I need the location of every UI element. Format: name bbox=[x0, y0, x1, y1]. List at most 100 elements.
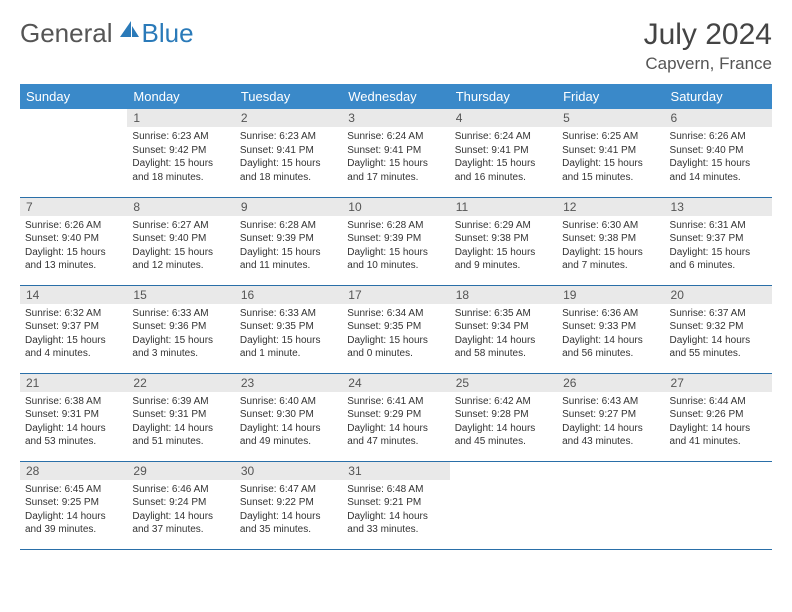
day-number: 13 bbox=[665, 198, 772, 216]
day-number: 2 bbox=[235, 109, 342, 127]
weekday-header: Thursday bbox=[450, 84, 557, 109]
day-number: 27 bbox=[665, 374, 772, 392]
logo: General Blue bbox=[20, 18, 194, 49]
day-content: Sunrise: 6:42 AMSunset: 9:28 PMDaylight:… bbox=[450, 392, 557, 453]
day-content: Sunrise: 6:47 AMSunset: 9:22 PMDaylight:… bbox=[235, 480, 342, 541]
calendar-cell: 12Sunrise: 6:30 AMSunset: 9:38 PMDayligh… bbox=[557, 197, 664, 285]
day-number: 28 bbox=[20, 462, 127, 480]
calendar-cell: 29Sunrise: 6:46 AMSunset: 9:24 PMDayligh… bbox=[127, 461, 234, 549]
calendar-cell-empty bbox=[450, 461, 557, 549]
calendar-cell: 1Sunrise: 6:23 AMSunset: 9:42 PMDaylight… bbox=[127, 109, 234, 197]
day-content: Sunrise: 6:46 AMSunset: 9:24 PMDaylight:… bbox=[127, 480, 234, 541]
day-content: Sunrise: 6:26 AMSunset: 9:40 PMDaylight:… bbox=[20, 216, 127, 277]
day-content: Sunrise: 6:34 AMSunset: 9:35 PMDaylight:… bbox=[342, 304, 449, 365]
calendar-cell: 28Sunrise: 6:45 AMSunset: 9:25 PMDayligh… bbox=[20, 461, 127, 549]
weekday-header: Friday bbox=[557, 84, 664, 109]
day-content: Sunrise: 6:28 AMSunset: 9:39 PMDaylight:… bbox=[235, 216, 342, 277]
calendar-cell: 27Sunrise: 6:44 AMSunset: 9:26 PMDayligh… bbox=[665, 373, 772, 461]
day-content: Sunrise: 6:37 AMSunset: 9:32 PMDaylight:… bbox=[665, 304, 772, 365]
calendar-cell: 6Sunrise: 6:26 AMSunset: 9:40 PMDaylight… bbox=[665, 109, 772, 197]
calendar-row: 21Sunrise: 6:38 AMSunset: 9:31 PMDayligh… bbox=[20, 373, 772, 461]
day-number: 31 bbox=[342, 462, 449, 480]
calendar-cell: 13Sunrise: 6:31 AMSunset: 9:37 PMDayligh… bbox=[665, 197, 772, 285]
calendar-cell: 23Sunrise: 6:40 AMSunset: 9:30 PMDayligh… bbox=[235, 373, 342, 461]
day-number: 14 bbox=[20, 286, 127, 304]
calendar-cell: 4Sunrise: 6:24 AMSunset: 9:41 PMDaylight… bbox=[450, 109, 557, 197]
day-content: Sunrise: 6:39 AMSunset: 9:31 PMDaylight:… bbox=[127, 392, 234, 453]
day-number: 17 bbox=[342, 286, 449, 304]
weekday-header-row: SundayMondayTuesdayWednesdayThursdayFrid… bbox=[20, 84, 772, 109]
calendar-cell: 17Sunrise: 6:34 AMSunset: 9:35 PMDayligh… bbox=[342, 285, 449, 373]
day-content: Sunrise: 6:28 AMSunset: 9:39 PMDaylight:… bbox=[342, 216, 449, 277]
calendar-body: 1Sunrise: 6:23 AMSunset: 9:42 PMDaylight… bbox=[20, 109, 772, 549]
day-number: 8 bbox=[127, 198, 234, 216]
calendar-row: 28Sunrise: 6:45 AMSunset: 9:25 PMDayligh… bbox=[20, 461, 772, 549]
calendar-row: 1Sunrise: 6:23 AMSunset: 9:42 PMDaylight… bbox=[20, 109, 772, 197]
logo-text-blue: Blue bbox=[142, 18, 194, 49]
day-content: Sunrise: 6:24 AMSunset: 9:41 PMDaylight:… bbox=[450, 127, 557, 188]
day-content: Sunrise: 6:31 AMSunset: 9:37 PMDaylight:… bbox=[665, 216, 772, 277]
day-number: 7 bbox=[20, 198, 127, 216]
day-number: 29 bbox=[127, 462, 234, 480]
calendar-cell: 24Sunrise: 6:41 AMSunset: 9:29 PMDayligh… bbox=[342, 373, 449, 461]
calendar-cell: 22Sunrise: 6:39 AMSunset: 9:31 PMDayligh… bbox=[127, 373, 234, 461]
calendar-cell: 21Sunrise: 6:38 AMSunset: 9:31 PMDayligh… bbox=[20, 373, 127, 461]
day-number: 9 bbox=[235, 198, 342, 216]
day-number: 6 bbox=[665, 109, 772, 127]
day-content: Sunrise: 6:43 AMSunset: 9:27 PMDaylight:… bbox=[557, 392, 664, 453]
day-content: Sunrise: 6:26 AMSunset: 9:40 PMDaylight:… bbox=[665, 127, 772, 188]
day-content: Sunrise: 6:33 AMSunset: 9:36 PMDaylight:… bbox=[127, 304, 234, 365]
calendar-row: 7Sunrise: 6:26 AMSunset: 9:40 PMDaylight… bbox=[20, 197, 772, 285]
calendar-cell: 7Sunrise: 6:26 AMSunset: 9:40 PMDaylight… bbox=[20, 197, 127, 285]
location-label: Capvern, France bbox=[644, 54, 772, 74]
day-content: Sunrise: 6:44 AMSunset: 9:26 PMDaylight:… bbox=[665, 392, 772, 453]
calendar-cell: 18Sunrise: 6:35 AMSunset: 9:34 PMDayligh… bbox=[450, 285, 557, 373]
day-content: Sunrise: 6:41 AMSunset: 9:29 PMDaylight:… bbox=[342, 392, 449, 453]
day-number: 23 bbox=[235, 374, 342, 392]
calendar-cell: 11Sunrise: 6:29 AMSunset: 9:38 PMDayligh… bbox=[450, 197, 557, 285]
weekday-header: Sunday bbox=[20, 84, 127, 109]
calendar-cell: 19Sunrise: 6:36 AMSunset: 9:33 PMDayligh… bbox=[557, 285, 664, 373]
calendar-cell: 30Sunrise: 6:47 AMSunset: 9:22 PMDayligh… bbox=[235, 461, 342, 549]
calendar-cell: 3Sunrise: 6:24 AMSunset: 9:41 PMDaylight… bbox=[342, 109, 449, 197]
day-content: Sunrise: 6:35 AMSunset: 9:34 PMDaylight:… bbox=[450, 304, 557, 365]
day-number: 11 bbox=[450, 198, 557, 216]
calendar-cell: 14Sunrise: 6:32 AMSunset: 9:37 PMDayligh… bbox=[20, 285, 127, 373]
day-number: 5 bbox=[557, 109, 664, 127]
day-number: 4 bbox=[450, 109, 557, 127]
day-content: Sunrise: 6:30 AMSunset: 9:38 PMDaylight:… bbox=[557, 216, 664, 277]
calendar-cell: 15Sunrise: 6:33 AMSunset: 9:36 PMDayligh… bbox=[127, 285, 234, 373]
day-content: Sunrise: 6:23 AMSunset: 9:42 PMDaylight:… bbox=[127, 127, 234, 188]
day-content: Sunrise: 6:24 AMSunset: 9:41 PMDaylight:… bbox=[342, 127, 449, 188]
day-content: Sunrise: 6:29 AMSunset: 9:38 PMDaylight:… bbox=[450, 216, 557, 277]
calendar-table: SundayMondayTuesdayWednesdayThursdayFrid… bbox=[20, 84, 772, 550]
calendar-cell: 5Sunrise: 6:25 AMSunset: 9:41 PMDaylight… bbox=[557, 109, 664, 197]
logo-text-general: General bbox=[20, 18, 113, 49]
day-content: Sunrise: 6:27 AMSunset: 9:40 PMDaylight:… bbox=[127, 216, 234, 277]
day-content: Sunrise: 6:25 AMSunset: 9:41 PMDaylight:… bbox=[557, 127, 664, 188]
day-content: Sunrise: 6:45 AMSunset: 9:25 PMDaylight:… bbox=[20, 480, 127, 541]
day-number: 30 bbox=[235, 462, 342, 480]
day-number: 16 bbox=[235, 286, 342, 304]
day-number: 1 bbox=[127, 109, 234, 127]
day-number: 3 bbox=[342, 109, 449, 127]
day-content: Sunrise: 6:40 AMSunset: 9:30 PMDaylight:… bbox=[235, 392, 342, 453]
calendar-cell: 8Sunrise: 6:27 AMSunset: 9:40 PMDaylight… bbox=[127, 197, 234, 285]
day-number: 21 bbox=[20, 374, 127, 392]
page-header: General Blue July 2024 Capvern, France bbox=[20, 18, 772, 74]
calendar-cell: 2Sunrise: 6:23 AMSunset: 9:41 PMDaylight… bbox=[235, 109, 342, 197]
day-number: 25 bbox=[450, 374, 557, 392]
day-number: 26 bbox=[557, 374, 664, 392]
calendar-cell: 20Sunrise: 6:37 AMSunset: 9:32 PMDayligh… bbox=[665, 285, 772, 373]
calendar-cell-empty bbox=[20, 109, 127, 197]
logo-sail-icon bbox=[118, 19, 140, 44]
title-block: July 2024 Capvern, France bbox=[644, 18, 772, 74]
day-number: 19 bbox=[557, 286, 664, 304]
day-content: Sunrise: 6:32 AMSunset: 9:37 PMDaylight:… bbox=[20, 304, 127, 365]
weekday-header: Wednesday bbox=[342, 84, 449, 109]
day-content: Sunrise: 6:38 AMSunset: 9:31 PMDaylight:… bbox=[20, 392, 127, 453]
day-number: 15 bbox=[127, 286, 234, 304]
day-number: 24 bbox=[342, 374, 449, 392]
calendar-cell-empty bbox=[557, 461, 664, 549]
calendar-cell-empty bbox=[665, 461, 772, 549]
